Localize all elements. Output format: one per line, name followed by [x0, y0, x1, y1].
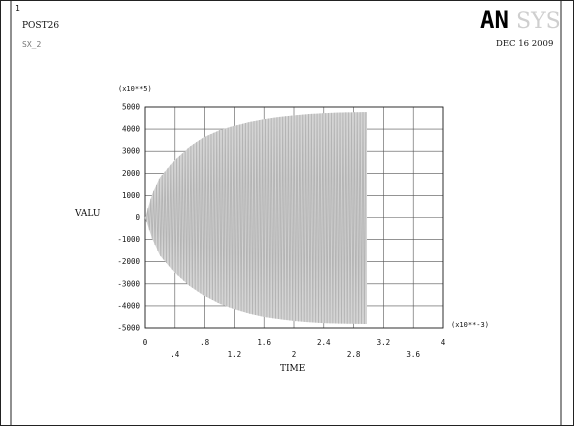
- y-tick-label-2: -3000: [117, 279, 140, 288]
- y-tick-label-4: -1000: [117, 235, 140, 244]
- x-tick-label-8: 3.2: [377, 338, 391, 347]
- date-label: DEC 16 2009: [496, 39, 553, 49]
- x-multiplier-label: (x10**-3): [451, 321, 489, 329]
- y-tick-label-8: 3000: [122, 147, 141, 156]
- y-tick-label-10: 5000: [122, 103, 141, 112]
- y-tick-label-7: 2000: [122, 169, 141, 178]
- x-tick-label-9: 3.6: [406, 350, 420, 359]
- series-0-line: [144, 112, 367, 324]
- ansys-logo: AN SYS: [480, 6, 561, 34]
- logo-text-an: AN: [480, 6, 509, 34]
- y-axis-title: VALU: [74, 209, 101, 219]
- x-tick-label-0: 0: [143, 338, 148, 347]
- x-tick-label-3: 1.2: [228, 350, 242, 359]
- signal-layer: [144, 112, 368, 325]
- x-tick-label-6: 2.4: [317, 338, 331, 347]
- variable-label: SX_2: [22, 40, 41, 49]
- logo-text-sys: SYS: [516, 9, 561, 34]
- x-tick-label-10: 4: [441, 338, 446, 347]
- y-tick-label-6: 1000: [122, 191, 141, 200]
- axis-layer: 0 .4 .8 1.2 1.6 2 2.4 2.8 3.2 3.6 4 -5000 -4000 -3000…: [117, 103, 445, 360]
- x-tick-label-5: 2: [292, 350, 297, 359]
- y-tick-label-1: -4000: [117, 301, 140, 310]
- y-tick-label-5: 0: [135, 213, 140, 222]
- x-tick-label-7: 2.8: [347, 350, 361, 359]
- window-number: 1: [15, 4, 20, 13]
- y-tick-label-3: -2000: [117, 257, 140, 266]
- x-axis-title: TIME: [280, 364, 305, 374]
- x-tick-label-4: 1.6: [257, 338, 271, 347]
- y-tick-label-0: -5000: [117, 324, 140, 333]
- x-tick-label-1: .4: [170, 350, 180, 359]
- program-label: POST26: [22, 21, 59, 31]
- x-tick-label-2: .8: [200, 338, 210, 347]
- y-multiplier-label: (x10**5): [118, 85, 152, 93]
- y-tick-label-9: 4000: [122, 125, 141, 134]
